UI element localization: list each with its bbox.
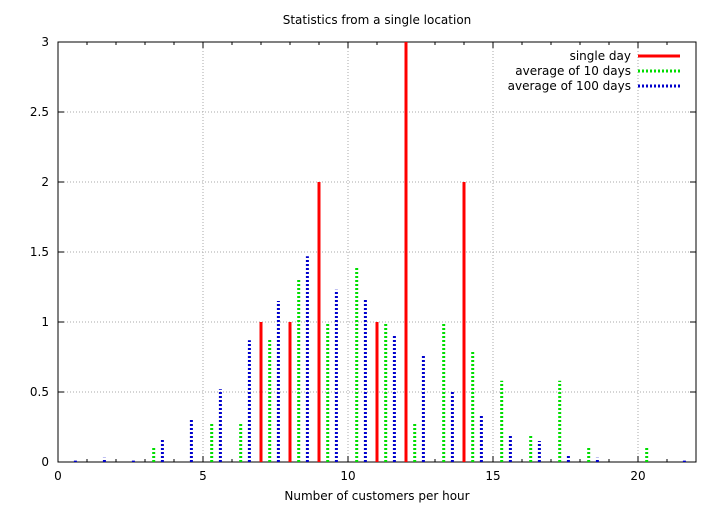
x-tick-label: 20 [630, 469, 645, 483]
x-axis-label: Number of customers per hour [284, 489, 469, 503]
legend-label: average of 100 days [508, 79, 631, 93]
chart-title: Statistics from a single location [283, 13, 472, 27]
y-tick-label: 2.5 [30, 105, 49, 119]
y-tick-label: 3 [41, 35, 49, 49]
x-tick-label: 10 [340, 469, 355, 483]
x-tick-label: 5 [199, 469, 207, 483]
y-tick-label: 0 [41, 455, 49, 469]
axis-ticks: 0 0.5 1 1.5 2 2.5 3 0 5 10 15 20 [30, 35, 696, 483]
y-tick-label: 2 [41, 175, 49, 189]
y-tick-label: 1.5 [30, 245, 49, 259]
y-tick-label: 1 [41, 315, 49, 329]
x-tick-label: 15 [485, 469, 500, 483]
legend-label: single day [570, 49, 631, 63]
bars [73, 42, 686, 462]
legend-label: average of 10 days [515, 64, 631, 78]
y-tick-label: 0.5 [30, 385, 49, 399]
x-tick-label: 0 [54, 469, 62, 483]
